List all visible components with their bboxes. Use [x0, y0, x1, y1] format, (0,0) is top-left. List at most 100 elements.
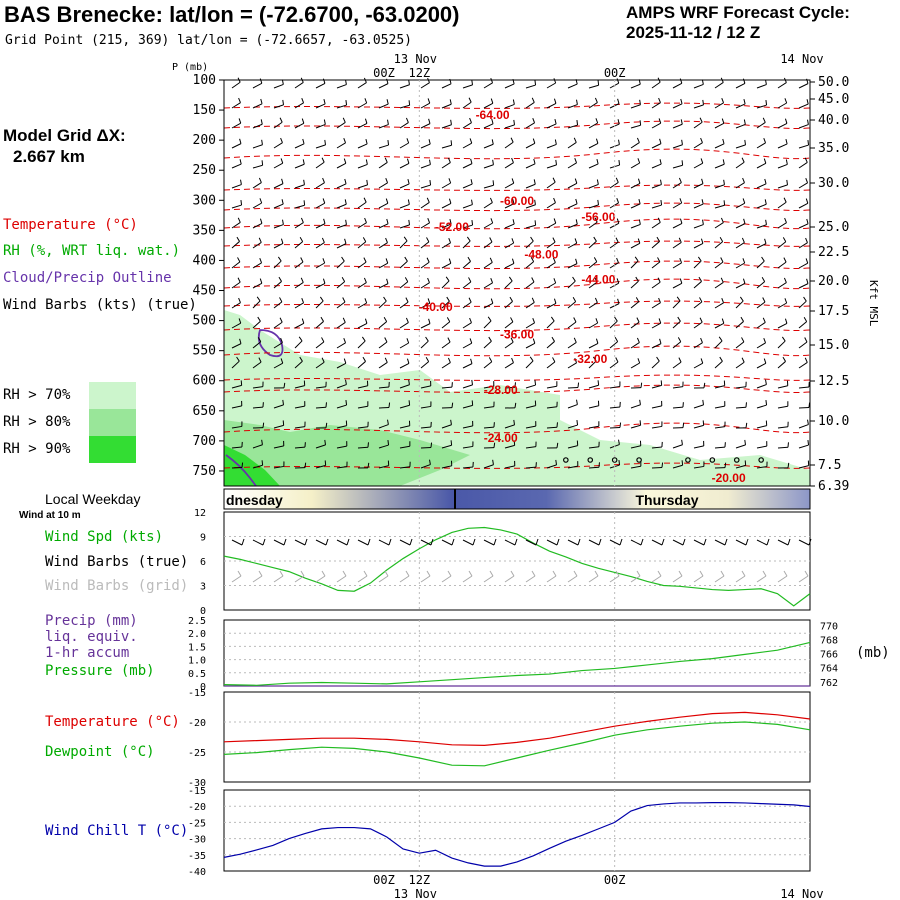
- xsec-barb-flag: [384, 337, 388, 343]
- xsec-barb: [714, 322, 725, 329]
- xsec-barb-flag: [303, 200, 306, 206]
- xsec-barb: [420, 361, 429, 369]
- xsec-barb: [315, 283, 326, 289]
- xsec-barb: [378, 83, 389, 89]
- xsec-barb: [504, 242, 514, 249]
- xsec-barb-flag: [404, 256, 408, 262]
- surface-barb-grid-flag: [720, 570, 725, 577]
- xsec-barb-flag: [532, 118, 536, 124]
- surface-barb-true-flag: [283, 538, 287, 546]
- xsec-barb: [231, 122, 241, 129]
- xsec-barb: [714, 204, 725, 209]
- xsec-barb-flag: [320, 316, 324, 322]
- height-tick-label: 30.0: [818, 176, 849, 191]
- xsec-barb: [441, 465, 452, 469]
- surface-barb-true: [609, 539, 621, 546]
- xsec-barb-flag: [595, 318, 599, 324]
- xsec-barb: [378, 406, 390, 409]
- xsec-barb: [483, 361, 493, 369]
- surface-barb-grid: [441, 575, 452, 583]
- xsec-barb: [756, 404, 767, 409]
- xsec-barb-flag: [678, 237, 682, 243]
- xsec-barb: [672, 103, 683, 109]
- xsec-barb: [504, 341, 514, 349]
- xsec-barb-flag: [447, 337, 451, 343]
- temp-label-8: -32.00: [573, 352, 607, 366]
- xsec-barb-flag: [550, 316, 555, 322]
- xsec-barb-flag: [659, 338, 662, 344]
- xsec-barb: [777, 123, 788, 129]
- xsec-barb: [420, 464, 431, 469]
- xsec-barb: [294, 281, 304, 289]
- xsec-barb: [756, 362, 767, 369]
- surface-barb-grid: [336, 575, 347, 583]
- bottom-time-tick: 00Z: [373, 873, 395, 887]
- xsec-barb-flag: [386, 218, 389, 224]
- xsec-barb: [483, 222, 493, 229]
- xsec-barb: [735, 444, 746, 449]
- temp-label-3: -52.00: [435, 220, 469, 234]
- temp-label-11: -20.00: [712, 471, 746, 485]
- xsec-barb-flag: [450, 140, 453, 146]
- xsec-barb-flag: [782, 237, 787, 242]
- xsec-barb: [252, 123, 263, 129]
- temp-contour-15: [223, 462, 811, 469]
- surface-barb-grid-flag: [447, 570, 452, 577]
- xsec-barb-flag: [765, 400, 768, 406]
- xsec-barb-flag: [805, 237, 808, 243]
- surface-barb-grid-flag: [510, 570, 515, 577]
- xsec-barb: [420, 261, 430, 269]
- surface-barb-grid-flag: [741, 570, 746, 577]
- surface-barb-true: [441, 539, 453, 546]
- xsec-barb-flag: [637, 358, 641, 364]
- xsec-barb-flag: [784, 217, 787, 223]
- xsec-barb: [588, 143, 599, 149]
- xsec-barb-flag: [445, 276, 450, 282]
- xsec-barb: [777, 282, 787, 289]
- xsec-barb: [378, 283, 389, 289]
- xsec-barb-flag: [785, 159, 788, 165]
- xsec-barb-flag: [529, 356, 534, 362]
- surface-barb-true: [546, 539, 558, 546]
- xsec-barb: [462, 301, 472, 309]
- xsec-barb: [714, 426, 725, 429]
- surface-barb-grid-flag: [678, 570, 683, 577]
- xsec-barb: [441, 124, 452, 129]
- xsec-barb-flag: [742, 177, 745, 183]
- xsec-barb-flag: [660, 179, 662, 185]
- precip-marker-b-0: [685, 457, 691, 463]
- xsec-barb: [546, 385, 557, 389]
- xsec-barb-flag: [634, 256, 639, 262]
- xsec-barb: [588, 302, 598, 309]
- xsec-barb: [462, 224, 473, 229]
- xsec-barb-flag: [805, 258, 809, 264]
- xsec-barb: [273, 424, 284, 429]
- xsec-barb: [588, 322, 598, 329]
- xsec-barb: [714, 302, 724, 309]
- xsec-barb-flag: [384, 157, 388, 163]
- xsec-barb-flag: [615, 237, 619, 243]
- xsec-barb-flag: [762, 317, 766, 323]
- panel-3-ytick: -20: [188, 718, 206, 729]
- xsec-barb: [798, 361, 808, 369]
- pressure-tick-label: 650: [193, 404, 216, 419]
- xsec-barb: [798, 144, 809, 149]
- xsec-barb: [693, 203, 704, 209]
- xsec-barb-flag: [343, 158, 347, 164]
- xsec-barb: [567, 223, 578, 229]
- xsec-barb: [714, 163, 725, 169]
- temp-contour-13: [223, 384, 811, 394]
- xsec-barb-flag: [786, 179, 789, 185]
- xsec-barb: [357, 261, 367, 269]
- xsec-barb: [231, 102, 241, 109]
- pressure-tick-label: 200: [193, 133, 216, 148]
- surface-barb-true: [420, 539, 432, 546]
- pressure-right-tick: 770: [820, 622, 838, 633]
- xsec-barb: [756, 121, 766, 129]
- xsec-barb-flag: [616, 198, 620, 204]
- xsec-barb: [588, 466, 600, 469]
- xsec-barb: [798, 386, 809, 389]
- xsec-barb: [357, 426, 368, 429]
- xsec-barb: [609, 426, 621, 429]
- xsec-barb: [315, 444, 326, 449]
